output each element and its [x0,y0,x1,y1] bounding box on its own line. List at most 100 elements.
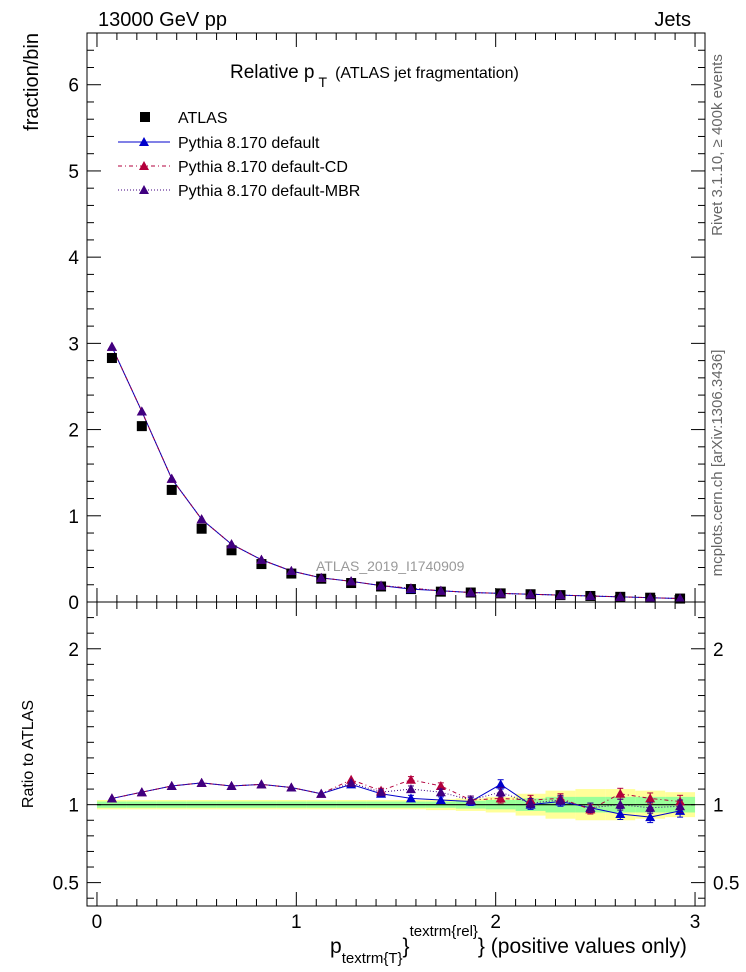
main-point-pythia-8-170-default-mbr [346,576,357,586]
ratio-y-tick-label: 0.5 [53,874,79,895]
main-y-tick-label: 2 [68,421,79,442]
ratio-uncertainty-bands [96,789,696,821]
legend-marker-mbr [139,185,149,194]
ratio-line-pythia-8-170-default-mbr [111,782,681,809]
ratio-point-pythia-8-170-default-mbr [465,794,476,804]
main-y-tick-label: 3 [68,334,79,355]
ratio-point-pythia-8-170-default-mbr [525,798,536,808]
ratio-y-tick-label: 1 [68,796,79,817]
main-y-tick-label: 0 [68,593,79,614]
main-point-pythia-8-170-default-mbr [465,587,476,597]
ratio-y-tick-label: 2 [68,640,79,661]
ratio-point-pythia-8-170-default-mbr [346,777,357,787]
ratio-y-tick-label-right: 2 [713,640,724,661]
main-point-pythia-8-170-default-mbr [226,539,237,549]
main-point-pythia-8-170-default-mbr [256,554,267,564]
main-point-pythia-8-170-default-mbr [405,583,416,593]
ratio-point-pythia-8-170-default-mbr [226,780,237,790]
ratio-point-pythia-8-170-default-mbr [675,801,686,811]
main-point-pythia-8-170-default-mbr [106,341,117,351]
analysis-watermark: ATLAS_2019_I1740909 [316,558,465,574]
ratio-point-pythia-8-170-default [645,812,656,822]
main-point-atlas [106,353,117,364]
main-y-tick-label: 4 [68,248,79,269]
ratio-point-pythia-8-170-default-mbr [286,782,297,792]
ratio-point-pythia-8-170-default-mbr [555,794,566,804]
ratio-point-pythia-8-170-default-mbr [645,802,656,812]
main-y-axis-label: fraction/bin [21,33,43,131]
legend-label-cd: Pythia 8.170 default-CD [178,159,348,176]
ratio-point-pythia-8-170-default-mbr [316,788,327,798]
main-point-atlas [226,545,237,556]
main-y-tick-label: 1 [68,507,79,528]
legend-label-mbr: Pythia 8.170 default-MBR [178,183,360,200]
x-axis-label: ptextrm{T}}textrm{rel}} (positive values… [330,923,687,967]
legend-marker-cd [139,161,149,170]
header-category: Jets [654,9,691,31]
legend-label-default: Pythia 8.170 default [178,135,320,152]
main-point-pythia-8-170-default-mbr [435,585,446,595]
x-tick-label: 2 [490,912,501,933]
x-label-sup: textrm{rel} [410,923,478,940]
main-point-pythia-8-170-default-mbr [675,593,686,603]
ratio-y-ticks: 0.5 0.5 1 1 2 2 [53,617,739,899]
ratio-point-pythia-8-170-default-mbr [615,799,626,809]
x-tick-label: 0 [92,912,103,933]
ratio-point-pythia-8-170-default-mbr [495,787,506,797]
main-point-pythia-8-170-default-mbr [376,580,387,590]
main-point-atlas [256,559,267,570]
main-point-atlas [166,484,177,495]
ratio-point-pythia-8-170-default-cd [435,780,446,790]
main-point-atlas [196,523,207,534]
ratio-y-tick-label-right: 1 [713,796,724,817]
chart-title: Relative p T (ATLAS jet fragmentation) [230,62,519,90]
x-tick-label: 1 [291,912,302,933]
ratio-y-axis-label: Ratio to ATLAS [20,700,37,808]
ratio-point-pythia-8-170-default-cd [615,788,626,798]
title-main: Relative p [230,62,315,83]
rivet-label: Rivet 3.1.10, ≥ 400k events [709,54,726,236]
ratio-point-pythia-8-170-default [615,809,626,819]
ratio-point-pythia-8-170-default [435,794,446,804]
main-point-pythia-8-170-default-mbr [196,514,207,524]
x-label-sub: textrm{T} [342,950,403,967]
main-point-pythia-8-170-default-mbr [525,589,536,599]
ratio-point-pythia-8-170-default [495,779,506,789]
legend-marker-atlas [140,112,150,122]
mcplots-label: mcplots.cern.ch [arXiv:1306.3436] [709,350,726,577]
ratio-x-ticks: 0 1 2 3 [92,602,701,933]
main-point-pythia-8-170-default-mbr [286,565,297,575]
main-point-pythia-8-170-default-mbr [645,592,656,602]
main-point-pythia-8-170-default-mbr [316,572,327,582]
legend-label-atlas: ATLAS [178,110,228,127]
ratio-point-pythia-8-170-default-mbr [585,802,596,812]
x-label-brace: } [403,935,410,958]
ratio-point-pythia-8-170-default-cd [645,793,656,803]
legend-marker-default [139,137,149,146]
ratio-panel: 0.5 0.5 1 1 2 2 0 1 2 3 Ratio to ATLAS [20,601,739,933]
ratio-point-pythia-8-170-default-mbr [196,777,207,787]
ratio-y-tick-label-right: 0.5 [713,874,739,895]
main-point-pythia-8-170-default-mbr [166,473,177,483]
ratio-series-layer [106,774,686,824]
main-point-pythia-8-170-default-mbr [495,588,506,598]
ratio-point-pythia-8-170-default-mbr [136,787,147,797]
ratio-point-pythia-8-170-default-mbr [376,787,387,797]
main-y-ticks: 0 1 2 3 4 5 6 [68,49,705,614]
main-y-tick-label: 5 [68,162,79,183]
x-tick-label: 3 [690,912,701,933]
main-y-tick-label: 6 [68,76,79,97]
ratio-point-pythia-8-170-default-cd [405,774,416,784]
ratio-point-pythia-8-170-default-mbr [166,780,177,790]
ratio-point-pythia-8-170-default-mbr [106,793,117,803]
main-point-pythia-8-170-default-mbr [615,591,626,601]
title-sub: T [319,74,328,90]
ratio-point-pythia-8-170-default-cd [495,793,506,803]
main-panel: 0 1 2 3 4 5 6 fraction/bin Relative p T (ATLAS j… [21,32,706,614]
ratio-frame [86,601,706,907]
ratio-point-pythia-8-170-default-mbr [256,779,267,789]
ratio-point-pythia-8-170-default-mbr [405,784,416,794]
x-label-p: p [330,935,342,958]
main-series-layer [106,341,686,604]
